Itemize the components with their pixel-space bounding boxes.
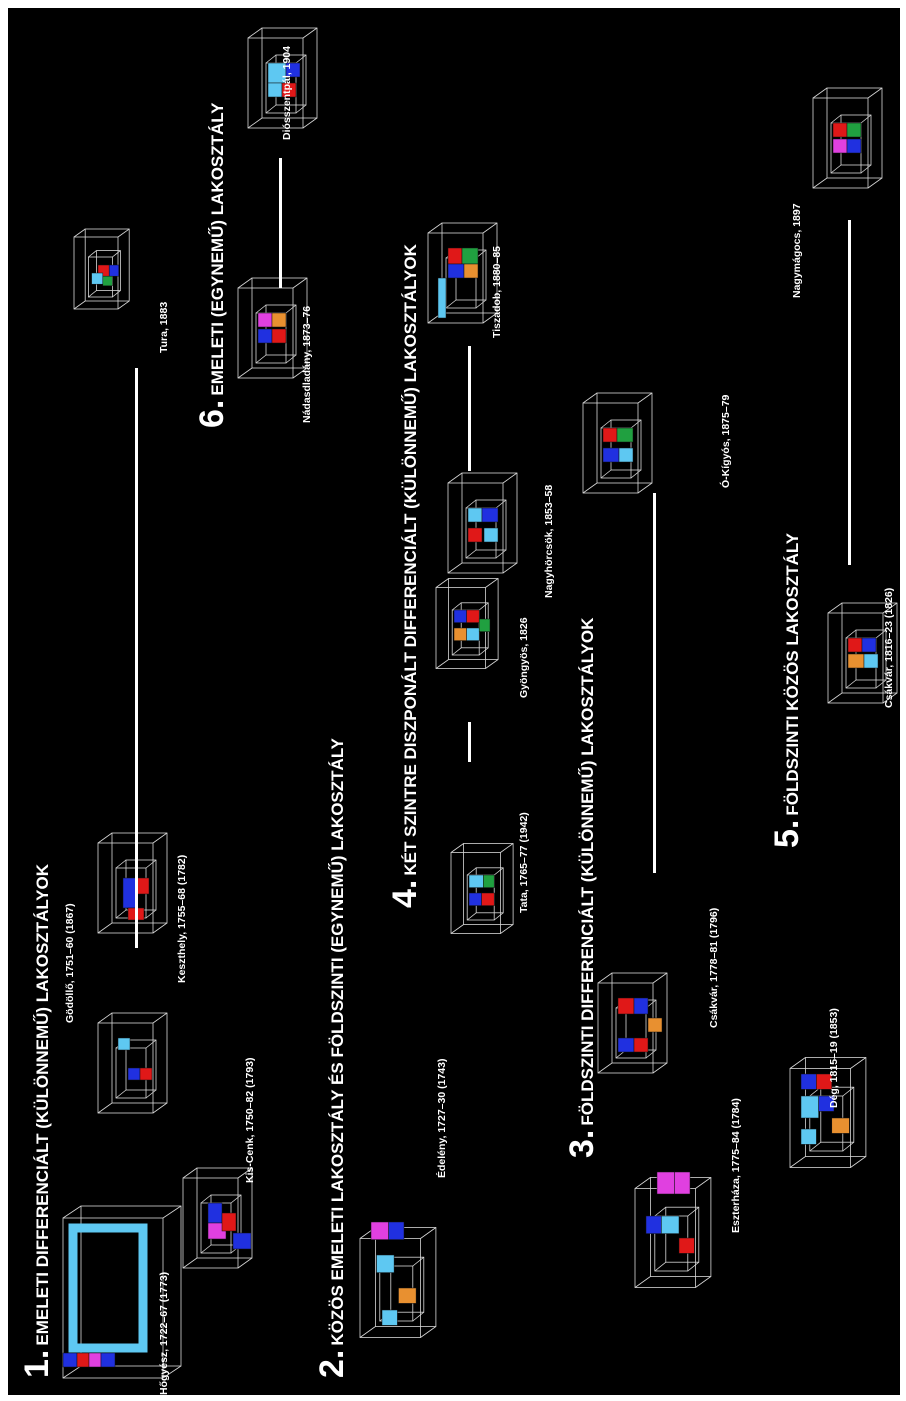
connector-line-5 [848, 220, 851, 565]
building-caption: Csákvár, 1816–23 (1826) [883, 587, 895, 708]
building-caption: Tura, 1883 [158, 301, 170, 353]
category-number: 6. [193, 399, 231, 428]
connector-line-4a [468, 722, 471, 762]
category-heading-2: 2. KÖZÖS EMELETI LAKOSZTÁLY ÉS FÖLDSZINTI… [313, 738, 352, 1378]
connector-line-1 [135, 368, 138, 948]
connector-line-3 [653, 493, 656, 873]
building-caption: Csákvár, 1778–81 (1796) [708, 907, 720, 1028]
building-caption: Dég, 1815–19 (1853) [828, 1008, 840, 1108]
category-title: KÖZÖS EMELETI LAKOSZTÁLY ÉS FÖLDSZINTI (… [328, 738, 347, 1346]
category-title: KÉT SZINTRE DISZPONÁLT DIFFERENCIÁLT (KÜ… [401, 244, 420, 876]
category-heading-6: 6. EMELETI (EGYNEMŰ) LAKOSZTÁLY [193, 103, 232, 428]
diagram-board: 1. EMELETI DIFFERENCIÁLT (KÜLÖNNEMŰ) LAKO… [8, 8, 900, 1395]
category-title: EMELETI DIFFERENCIÁLT (KÜLÖNNEMŰ) LAKOSZ… [33, 863, 52, 1346]
category-number: 2. [313, 1349, 351, 1378]
building-caption: Tata, 1765–77 (1942) [518, 812, 530, 913]
building-caption: Édelény, 1727–30 (1743) [436, 1058, 448, 1178]
category-title: FÖLDSZINTI DIFFERENCIÁLT (KÜLÖNNEMŰ) LAK… [578, 617, 597, 1126]
category-number: 3. [563, 1129, 601, 1158]
building-caption: Kis-Cenk, 1750–82 (1793) [244, 1057, 256, 1184]
building-caption: Gödöllő, 1751–60 (1867) [64, 903, 76, 1023]
building-caption: Nagymágocs, 1897 [791, 203, 803, 298]
category-number: 4. [386, 879, 424, 908]
building-caption: Nagyhörcsök, 1853–58 [543, 484, 555, 598]
building-caption: Diósszentpál, 1904 [281, 46, 293, 140]
hogyesz-courtyard [68, 1223, 148, 1353]
category-heading-4: 4. KÉT SZINTRE DISZPONÁLT DIFFERENCIÁLT (… [386, 244, 425, 908]
building-caption: Keszthely, 1755–68 (1782) [176, 854, 188, 983]
building-caption: Nádasdladány, 1873–76 [301, 305, 313, 423]
category-number: 1. [18, 1349, 56, 1378]
category-title: FÖLDSZINTI KÖZÖS LAKOSZTÁLY [783, 532, 802, 816]
building-caption: Gyöngyös, 1826 [518, 617, 530, 698]
building-caption: Tiszadob, 1880–85 [491, 245, 503, 338]
category-number: 5. [768, 819, 806, 848]
building-sketches [62, 27, 898, 1379]
connector-line-6 [279, 158, 282, 288]
category-title: EMELETI (EGYNEMŰ) LAKOSZTÁLY [208, 102, 227, 396]
category-heading-5: 5. FÖLDSZINTI KÖZÖS LAKOSZTÁLY [768, 533, 807, 848]
category-heading-3: 3. FÖLDSZINTI DIFFERENCIÁLT (KÜLÖNNEMŰ) L… [563, 618, 602, 1158]
connector-line-4b [468, 346, 471, 471]
building-caption: Hőgyész, 1722–67 (1773) [158, 1271, 170, 1395]
building-caption: Ó-Kígyós, 1875–79 [720, 394, 732, 488]
category-heading-1: 1. EMELETI DIFFERENCIÁLT (KÜLÖNNEMŰ) LAKO… [18, 864, 57, 1378]
building-caption: Eszterháza, 1775–84 (1784) [730, 1098, 742, 1233]
